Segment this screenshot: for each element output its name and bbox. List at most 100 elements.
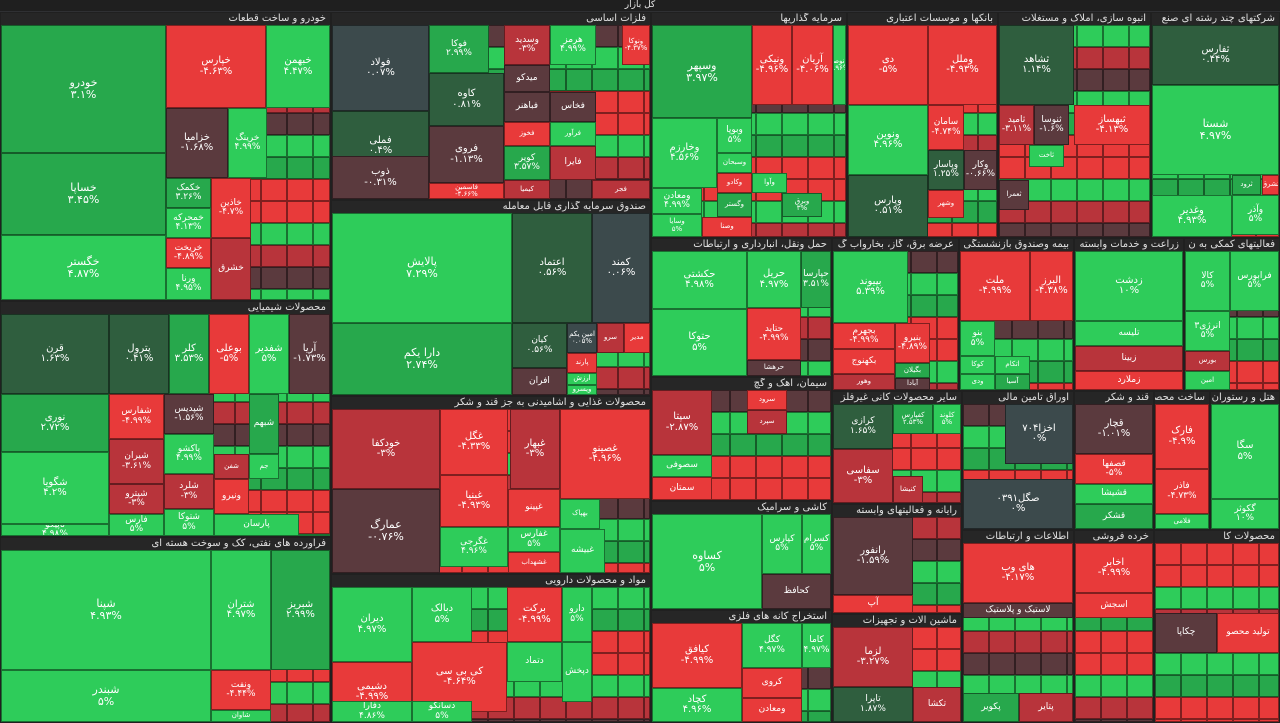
minor-stock-tile[interactable] bbox=[287, 468, 313, 490]
minor-stock-tile[interactable] bbox=[963, 404, 989, 426]
minor-stock-tile[interactable] bbox=[1155, 697, 1181, 719]
minor-stock-tile[interactable] bbox=[313, 446, 330, 468]
minor-stock-tile[interactable] bbox=[1155, 719, 1181, 722]
stock-tile[interactable]: سرود bbox=[747, 390, 787, 410]
minor-stock-tile[interactable] bbox=[618, 135, 644, 157]
minor-stock-tile[interactable] bbox=[1077, 47, 1103, 69]
minor-stock-tile[interactable] bbox=[618, 389, 644, 395]
minor-stock-tile[interactable] bbox=[1127, 653, 1153, 675]
stock-tile[interactable]: برکت -۴.۹۹% bbox=[507, 587, 562, 642]
minor-stock-tile[interactable] bbox=[287, 424, 313, 446]
minor-stock-tile[interactable] bbox=[1075, 697, 1101, 719]
minor-stock-tile[interactable] bbox=[313, 468, 330, 490]
minor-stock-tile[interactable] bbox=[261, 289, 287, 300]
minor-stock-tile[interactable] bbox=[1051, 179, 1077, 201]
minor-stock-tile[interactable] bbox=[287, 289, 313, 300]
stock-tile[interactable]: شپترو -۳% bbox=[109, 484, 164, 514]
minor-stock-tile[interactable] bbox=[313, 402, 330, 424]
stock-tile[interactable]: زبینا bbox=[1075, 346, 1183, 371]
minor-stock-tile[interactable] bbox=[911, 649, 937, 671]
stock-tile[interactable]: صگل۰۳۹۱ ۰% bbox=[963, 479, 1073, 529]
minor-stock-tile[interactable] bbox=[999, 157, 1025, 179]
stock-tile[interactable]: وکار -۰.۶۶% bbox=[964, 150, 997, 190]
stock-tile[interactable]: شبهم bbox=[249, 394, 279, 454]
sector-title[interactable]: کاشی و سرامیک bbox=[652, 502, 831, 514]
stock-tile[interactable]: خبهمن ۴.۴۷% bbox=[266, 25, 330, 108]
stock-tile[interactable]: تاپیکو ۴.۹۸% bbox=[1, 524, 109, 536]
minor-stock-tile[interactable] bbox=[963, 631, 989, 653]
stock-tile[interactable]: بنو ۵% bbox=[960, 321, 995, 356]
minor-stock-tile[interactable] bbox=[1103, 201, 1129, 223]
stock-tile[interactable]: ثرود bbox=[1232, 175, 1261, 195]
minor-stock-tile[interactable] bbox=[978, 201, 997, 223]
minor-stock-tile[interactable] bbox=[937, 470, 961, 492]
minor-stock-tile[interactable] bbox=[1259, 697, 1279, 719]
stock-tile[interactable]: سگا ۵% bbox=[1211, 404, 1279, 499]
stock-tile[interactable]: قچار -۱.۰۱% bbox=[1075, 404, 1153, 454]
minor-stock-tile[interactable] bbox=[937, 583, 961, 605]
minor-stock-tile[interactable] bbox=[618, 519, 644, 541]
stock-tile[interactable]: شتوکا ۵% bbox=[164, 509, 214, 536]
minor-stock-tile[interactable] bbox=[989, 631, 1015, 653]
stock-tile[interactable]: سمتان bbox=[652, 477, 712, 500]
minor-stock-tile[interactable] bbox=[287, 490, 313, 512]
minor-stock-tile[interactable] bbox=[592, 675, 618, 697]
stock-tile[interactable]: شستا ۴.۹۷% bbox=[1152, 85, 1279, 175]
stock-tile[interactable]: شفدیر ۵% bbox=[249, 314, 289, 394]
stock-tile[interactable]: فرآور bbox=[550, 122, 596, 146]
minor-stock-tile[interactable] bbox=[1233, 675, 1259, 697]
minor-stock-tile[interactable] bbox=[911, 539, 937, 561]
stock-tile[interactable]: فولاد ۰.۰۷% bbox=[332, 25, 429, 111]
minor-stock-tile[interactable] bbox=[1181, 719, 1207, 722]
stock-tile[interactable]: وصنا bbox=[702, 217, 752, 237]
minor-stock-tile[interactable] bbox=[313, 223, 330, 245]
stock-tile[interactable]: پترول ۰.۴۱% bbox=[109, 314, 169, 394]
stock-tile[interactable]: غبیشه bbox=[560, 529, 605, 573]
stock-tile[interactable]: وکادو bbox=[717, 173, 752, 193]
stock-tile[interactable]: بپیوند ۵.۳۹% bbox=[833, 251, 908, 323]
stock-tile[interactable]: شاوان bbox=[211, 710, 271, 722]
stock-tile[interactable]: غبنیا -۴.۹۳% bbox=[440, 475, 508, 527]
stock-tile[interactable]: خکمک ۳.۲۶% bbox=[166, 178, 211, 208]
stock-tile[interactable]: گکوثر ۱۰% bbox=[1211, 499, 1279, 529]
stock-tile[interactable]: شفارس -۴.۹۹% bbox=[109, 394, 164, 439]
stock-tile[interactable]: دتماد bbox=[507, 642, 562, 682]
stock-tile[interactable]: بجهرم -۴.۹۹% bbox=[833, 323, 895, 349]
minor-stock-tile[interactable] bbox=[1207, 587, 1233, 609]
minor-stock-tile[interactable] bbox=[313, 704, 330, 722]
minor-stock-tile[interactable] bbox=[287, 446, 313, 468]
stock-tile[interactable]: غپینو bbox=[508, 489, 560, 527]
stock-tile[interactable]: ثنوسا -۱.۶% bbox=[1034, 105, 1069, 145]
minor-stock-tile[interactable] bbox=[963, 448, 989, 470]
minor-stock-tile[interactable] bbox=[313, 424, 330, 446]
minor-stock-tile[interactable] bbox=[644, 719, 650, 722]
stock-tile[interactable]: پکویر bbox=[963, 693, 1019, 722]
minor-stock-tile[interactable] bbox=[287, 245, 313, 267]
minor-stock-tile[interactable] bbox=[730, 434, 756, 456]
sector-title[interactable]: عرضه برق، گاز، بخاروآب گ bbox=[833, 239, 958, 251]
stock-tile[interactable]: چکاپا bbox=[1155, 613, 1217, 653]
minor-stock-tile[interactable] bbox=[808, 478, 831, 500]
minor-stock-tile[interactable] bbox=[618, 113, 644, 135]
minor-stock-tile[interactable] bbox=[592, 631, 618, 653]
stock-tile[interactable]: فایرا bbox=[550, 146, 596, 180]
stock-tile[interactable]: اتکام bbox=[995, 356, 1030, 374]
minor-stock-tile[interactable] bbox=[261, 267, 287, 289]
minor-stock-tile[interactable] bbox=[1237, 361, 1263, 383]
minor-stock-tile[interactable] bbox=[756, 113, 782, 135]
stock-tile[interactable]: غگل -۴.۳۳% bbox=[440, 409, 508, 475]
minor-stock-tile[interactable] bbox=[911, 605, 937, 613]
minor-stock-tile[interactable] bbox=[730, 456, 756, 478]
sector-title[interactable]: سرمایه گذاریها bbox=[652, 13, 846, 25]
stock-tile[interactable]: غبهار -۳% bbox=[510, 409, 560, 489]
minor-stock-tile[interactable] bbox=[808, 361, 831, 376]
minor-stock-tile[interactable] bbox=[1259, 587, 1279, 609]
stock-tile[interactable]: خگستر ۴.۸۷% bbox=[1, 235, 166, 300]
stock-tile[interactable]: غفارس ۵% bbox=[508, 527, 560, 552]
stock-tile[interactable]: شفن bbox=[214, 454, 249, 479]
minor-stock-tile[interactable] bbox=[313, 245, 330, 267]
stock-tile[interactable]: پالایش ۷.۲۹% bbox=[332, 213, 512, 323]
minor-stock-tile[interactable] bbox=[592, 609, 618, 631]
minor-stock-tile[interactable] bbox=[911, 583, 937, 605]
minor-stock-tile[interactable] bbox=[287, 223, 313, 245]
